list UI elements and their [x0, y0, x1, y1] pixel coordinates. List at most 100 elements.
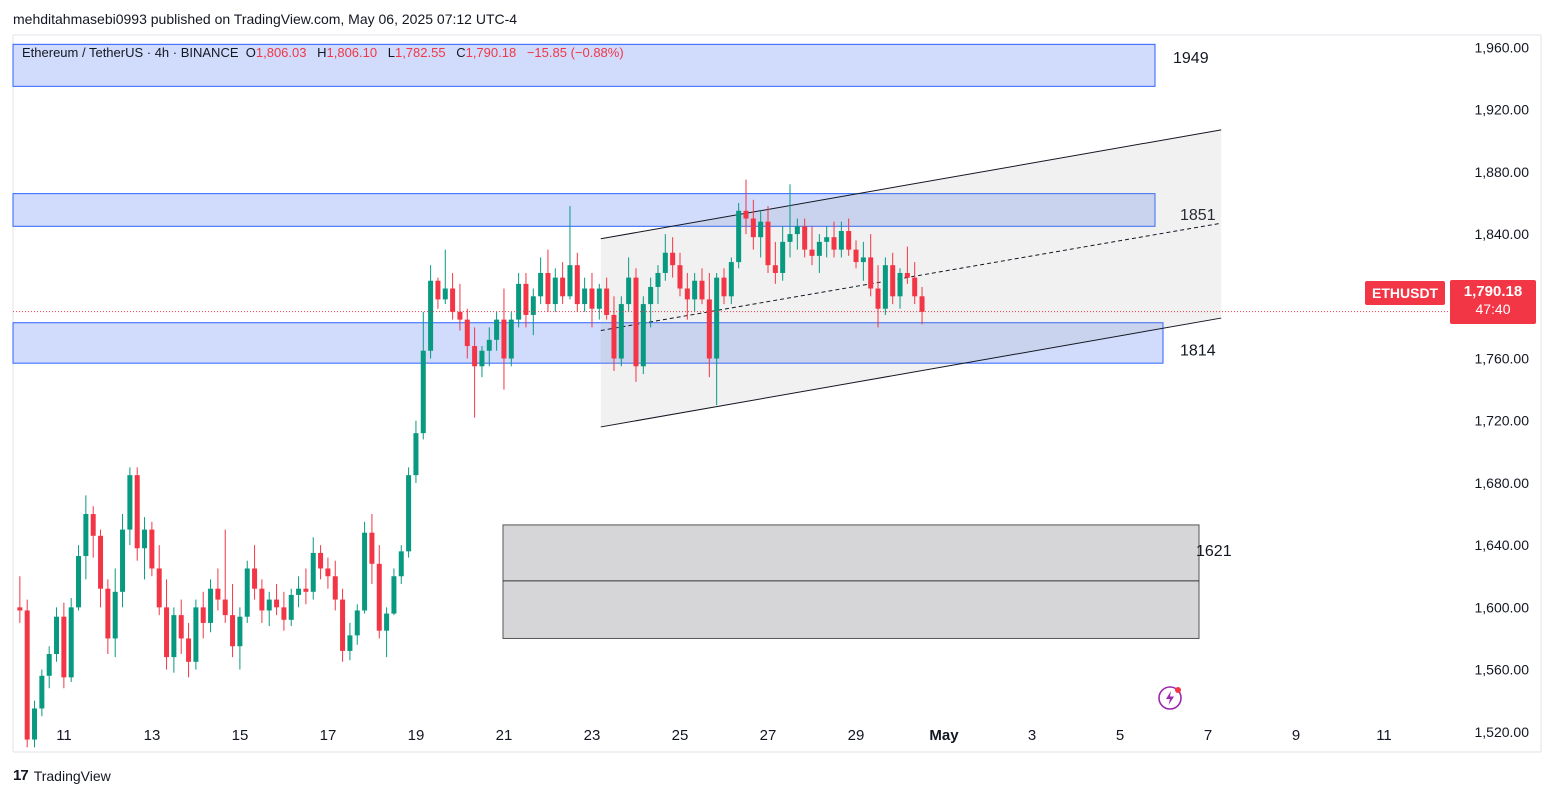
candle: [76, 545, 82, 611]
candle-body: [714, 277, 720, 359]
lightning-icon[interactable]: [1157, 685, 1183, 711]
candle-body: [574, 265, 580, 305]
candle: [846, 218, 852, 256]
zone-label-1949: 1949: [1173, 50, 1209, 67]
candle: [318, 545, 324, 580]
candle: [721, 268, 727, 305]
candle: [743, 179, 749, 235]
candle: [171, 607, 177, 673]
candle: [252, 545, 258, 600]
candle-body: [560, 277, 566, 297]
candle: [398, 545, 404, 585]
candle: [501, 288, 507, 390]
candle: [545, 249, 551, 312]
candle: [259, 579, 265, 623]
candle-body: [237, 616, 243, 647]
candle-body: [24, 610, 30, 740]
candle-body: [164, 607, 170, 658]
candle-body: [787, 234, 793, 242]
candle-body: [450, 288, 456, 312]
low-value: 1,782.55: [394, 45, 446, 60]
candle-body: [340, 599, 346, 651]
candle: [611, 296, 617, 371]
candle-body: [83, 514, 89, 557]
candle: [413, 420, 419, 483]
candle: [222, 529, 228, 623]
candle-body: [516, 283, 522, 320]
y-tick-label: 1,560.00: [1475, 662, 1530, 678]
candle: [772, 241, 778, 284]
candle-body: [633, 277, 639, 367]
last-price: 1,790.18: [1463, 283, 1523, 300]
price-axis: 1,520.00 1,560.00 1,600.00 1,640.00 1,680.00…: [1475, 39, 1530, 739]
candle: [633, 268, 639, 382]
candle: [120, 514, 126, 608]
candle: [780, 226, 786, 281]
tv-logo-icon: 17: [13, 767, 29, 784]
candle-body: [882, 265, 888, 309]
candle: [728, 257, 734, 305]
close-label: C: [456, 45, 466, 60]
candle-body: [354, 610, 360, 636]
candle: [670, 237, 676, 278]
candle-body: [912, 277, 918, 297]
candle-body: [464, 319, 470, 347]
channel-upper-line: [600, 129, 1222, 240]
candle-body: [39, 675, 45, 709]
tradingview-logo[interactable]: 17 TradingView: [13, 767, 111, 784]
time-axis: 11 13 15 17 19 21 23 25 27 29 May 3 5 7 9 11: [56, 727, 1392, 744]
x-tick-label: 5: [1116, 727, 1124, 744]
y-tick-label: 1,680.00: [1475, 475, 1530, 491]
candle-body: [325, 568, 331, 577]
candle-body: [736, 210, 742, 263]
candle-body: [824, 237, 830, 242]
channel-layer: [600, 129, 1222, 428]
candle-body: [362, 532, 368, 611]
candle-body: [670, 252, 676, 266]
candle-body: [538, 272, 544, 297]
candle: [266, 591, 272, 627]
candle-body: [442, 288, 448, 300]
candle-body: [384, 613, 390, 631]
candle: [244, 560, 250, 623]
candle-body: [699, 280, 705, 300]
candle-body: [112, 591, 118, 639]
candle-body: [222, 599, 228, 616]
x-tick-label: 21: [496, 727, 513, 744]
candle-body: [178, 615, 184, 639]
candle: [853, 240, 859, 269]
zone-1949: [12, 43, 1156, 87]
candle: [640, 296, 646, 375]
x-tick-label: 17: [320, 727, 337, 744]
candle: [340, 588, 346, 662]
candle: [68, 598, 74, 683]
candle: [758, 210, 764, 258]
ohlc-legend: Ethereum / TetherUS · 4h · BINANCE O1,80…: [22, 45, 631, 60]
candle: [54, 607, 60, 662]
channel-lower-line: [600, 317, 1222, 428]
candle-body: [853, 249, 859, 263]
close-value: 1,790.18: [465, 45, 517, 60]
candle: [882, 257, 888, 315]
y-tick-label: 1,520.00: [1475, 724, 1530, 740]
candle: [736, 202, 742, 269]
candle-body: [692, 280, 698, 300]
candle-body: [743, 210, 749, 219]
candle: [464, 308, 470, 359]
candle-body: [406, 475, 412, 552]
candle: [156, 545, 162, 616]
symbol-title: Ethereum / TetherUS · 4h · BINANCE: [22, 45, 239, 60]
candle-body: [486, 339, 492, 351]
candle: [186, 622, 192, 678]
y-tick-label: 1,920.00: [1475, 102, 1530, 118]
candle: [648, 277, 654, 328]
candle: [310, 537, 316, 600]
candle-body: [545, 272, 551, 305]
candle-body: [156, 568, 162, 608]
candle-body: [596, 288, 602, 309]
candle: [860, 241, 866, 281]
candle-body: [54, 616, 60, 655]
candle: [376, 545, 382, 639]
candle-body: [611, 314, 617, 359]
